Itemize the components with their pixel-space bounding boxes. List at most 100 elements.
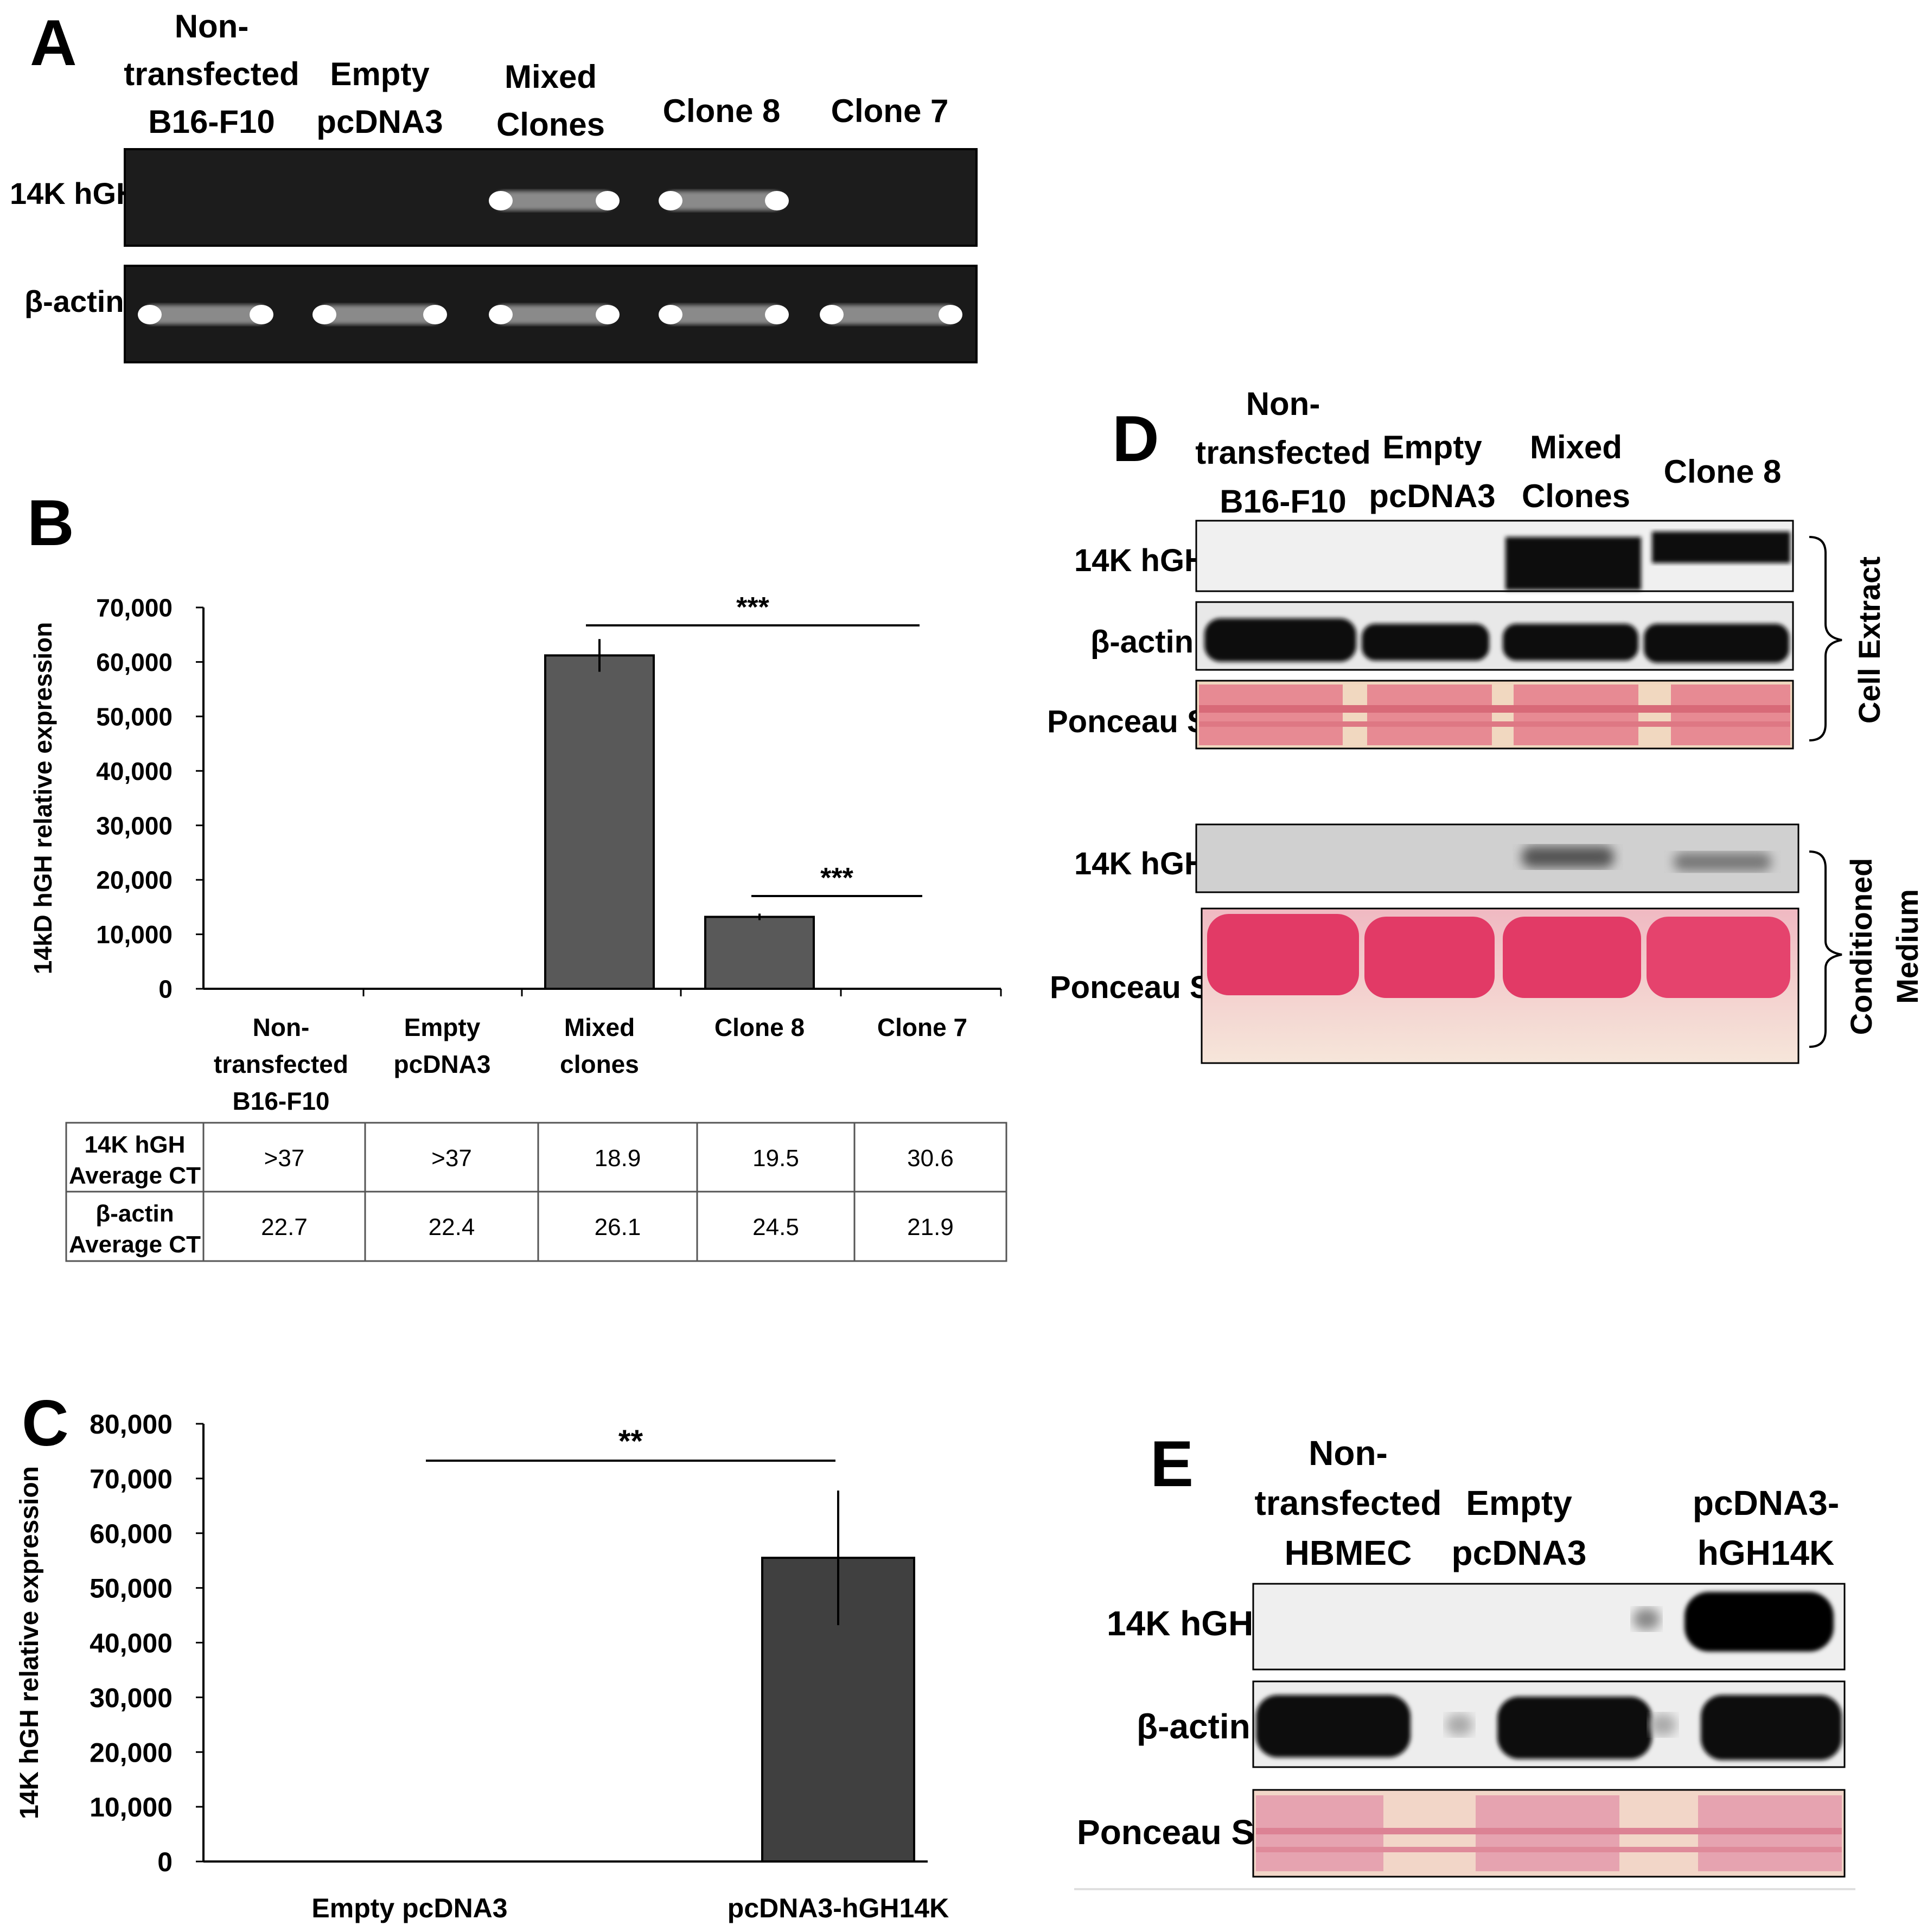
table-row-label: 14K hGH xyxy=(85,1131,186,1158)
y-tick-label: 10,000 xyxy=(90,1792,173,1822)
gel-band-edge xyxy=(489,305,513,324)
ct-table: 14K hGH Average CT >37 >37 18.9 19.5 30.6 β-act… xyxy=(65,1122,1007,1262)
x-tick-label: Non- xyxy=(253,1013,310,1041)
gel-band-edge xyxy=(596,191,620,210)
panel-a-row-label-actin: β-actin xyxy=(24,284,124,318)
gel-band-edge xyxy=(820,305,844,324)
lane-header: Clones xyxy=(496,106,605,143)
panel-a-letter: A xyxy=(30,7,77,79)
panel-e: E Non-transfected HBMEC Empty pcDNA3 pcDNA3-… xyxy=(1074,1428,1855,1890)
lane-header: Empty xyxy=(1466,1483,1572,1522)
lane-header: Empty xyxy=(330,56,430,92)
d-cm-row-label-ponceau: Ponceau S xyxy=(1050,970,1211,1005)
blot-e-hgh xyxy=(1252,1583,1846,1671)
x-tick-label: Clone 8 xyxy=(714,1013,805,1041)
lane-header: HBMEC xyxy=(1285,1533,1412,1572)
e-row-label-hgh: 14K hGH xyxy=(1107,1604,1253,1643)
panel-d-lane-headers: Non-transfected B16-F10 Empty pcDNA3 Mixed Cl… xyxy=(1195,386,1781,520)
blot-d-ponceau xyxy=(1195,680,1794,750)
lane-header: Non- xyxy=(1246,386,1320,422)
lane-header: pcDNA3- xyxy=(1693,1483,1839,1522)
y-tick-label: 50,000 xyxy=(96,702,173,731)
y-tick-label: 40,000 xyxy=(90,1628,173,1659)
d-cm-row-label-hgh: 14K hGH xyxy=(1074,846,1207,881)
panel-d-letter: D xyxy=(1112,402,1159,475)
panel-b-letter: B xyxy=(27,487,74,559)
significance-label: ** xyxy=(618,1424,643,1459)
table-cell: 19.5 xyxy=(752,1145,799,1172)
chart-b: 0 10,000 20,000 30,000 40,000 50,000 60,000 70,… xyxy=(29,592,1002,1115)
gel-band-edge xyxy=(138,305,162,324)
gel-band-edge xyxy=(596,305,620,324)
x-tick-label: B16-F10 xyxy=(233,1087,330,1115)
bar xyxy=(544,654,655,990)
lane-header: transfected xyxy=(124,56,299,92)
gel-band-edge xyxy=(765,305,789,324)
lane-header: Non- xyxy=(1309,1434,1388,1473)
group-label-medium: Medium xyxy=(1890,889,1924,1004)
lane-header: Clone 8 xyxy=(663,93,781,129)
lane-header: transfected xyxy=(1255,1483,1442,1522)
gel-band xyxy=(496,191,612,210)
y-tick-label: 0 xyxy=(157,1847,173,1877)
lane-header: hGH14K xyxy=(1698,1533,1835,1572)
lane-header: B16-F10 xyxy=(148,104,275,140)
x-tick-label: Mixed xyxy=(564,1013,635,1041)
gel-band-edge xyxy=(250,305,273,324)
y-tick-label: 70,000 xyxy=(96,594,173,622)
e-row-label-ponceau: Ponceau S xyxy=(1077,1813,1254,1852)
gel-band xyxy=(145,305,266,324)
gel-band-edge xyxy=(939,305,962,324)
table-cell: 18.9 xyxy=(595,1145,641,1172)
gel-band-edge xyxy=(659,305,682,324)
lane-header: pcDNA3 xyxy=(316,104,443,140)
table-cell: 22.4 xyxy=(429,1214,475,1240)
lane-header: Mixed xyxy=(505,59,597,95)
table-cell: 26.1 xyxy=(595,1214,641,1240)
gel-band xyxy=(666,191,781,210)
significance-label: *** xyxy=(820,862,853,894)
panel-a-row-label-hgh: 14K hGH xyxy=(10,176,138,210)
lane-header: Clones xyxy=(1522,478,1630,514)
panel-d: D Non-transfected B16-F10 Empty pcDNA3 Mixed… xyxy=(1047,386,1924,1064)
lane-header: pcDNA3 xyxy=(1452,1533,1587,1572)
x-tick-label: Clone 7 xyxy=(877,1013,967,1041)
y-tick-label: 60,000 xyxy=(90,1519,173,1549)
panel-a-bands xyxy=(138,191,962,324)
d-row-label-ponceau: Ponceau S xyxy=(1047,704,1208,739)
x-tick-label: Empty xyxy=(404,1013,481,1041)
blot-d-cm-hgh xyxy=(1195,823,1800,893)
blot-e-actin xyxy=(1252,1680,1846,1768)
significance-label: *** xyxy=(736,592,769,623)
lane-header: transfected xyxy=(1195,434,1370,471)
y-tick-label: 60,000 xyxy=(96,648,173,676)
panel-b: B 0 10,000 20,000 30,000 40,000 50,000 60,000 7… xyxy=(27,487,1007,1262)
lane-header: Clone 8 xyxy=(1664,453,1782,490)
brace-conditioned xyxy=(1809,850,1842,1048)
lane-header: Empty xyxy=(1382,429,1482,465)
x-tick-label: pcDNA3 xyxy=(394,1050,491,1078)
table-cell: 22.7 xyxy=(261,1214,308,1240)
table-row-label: Average CT xyxy=(69,1231,201,1258)
gel-band xyxy=(320,305,439,324)
blot-e-ponceau xyxy=(1252,1789,1846,1878)
panel-a: A Non-transfected B16-F10 Empty pcDNA3 Mixed… xyxy=(10,7,978,363)
chart-c: 0 10,000 20,000 30,000 40,000 50,000 60,000 70,… xyxy=(15,1409,949,1923)
blot-d-cm-ponceau xyxy=(1201,907,1800,1064)
y-axis-label: 14K hGH relative expression xyxy=(15,1466,44,1819)
group-label-cell-extract: Cell Extract xyxy=(1852,556,1886,724)
panel-a-lane-headers: Non-transfected B16-F10 Empty pcDNA3 Mixed Cl… xyxy=(124,8,948,143)
lane-header: B16-F10 xyxy=(1220,483,1346,520)
y-tick-label: 30,000 xyxy=(96,811,173,840)
y-tick-label: 10,000 xyxy=(96,920,173,949)
table-row-label: Average CT xyxy=(69,1162,201,1189)
d-row-label-hgh: 14K hGH xyxy=(1074,543,1207,578)
y-tick-label: 50,000 xyxy=(90,1573,173,1604)
x-tick-label: Empty pcDNA3 xyxy=(311,1893,507,1923)
table-cell: 24.5 xyxy=(752,1214,799,1240)
y-tick-label: 40,000 xyxy=(96,757,173,785)
panel-e-letter: E xyxy=(1150,1428,1194,1500)
x-tick-label: transfected xyxy=(214,1050,348,1078)
gel-band-edge xyxy=(312,305,336,324)
lane-header: Clone 7 xyxy=(831,93,949,129)
